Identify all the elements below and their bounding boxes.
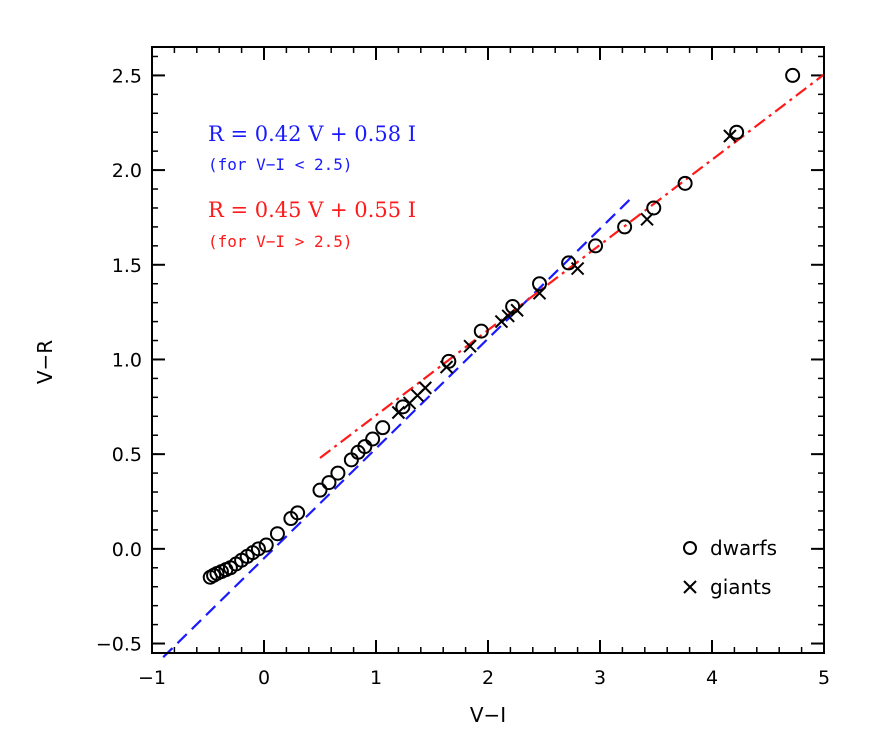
giant-point [510,303,524,317]
x-tick-label: 2 [482,667,494,689]
dwarf-point [505,298,521,314]
x-tick-label: 5 [818,667,830,689]
dwarf-point [785,67,801,83]
x-tick-label: 3 [594,667,606,689]
data-points [202,67,801,585]
fit-condition-blue-text: (for V−I < 2.5) [208,155,353,174]
tick-labels: −1 0 1 2 3 4 5 −0.5 0.0 0.5 1.0 1.5 2.0 2.5 [96,65,830,689]
x-axis-title: V−I [470,703,506,727]
legend: dwarfs giants [683,536,777,599]
dwarf-point [312,482,328,498]
y-tick-label: −0.5 [96,634,142,656]
x-tick-label: 4 [706,667,718,689]
dwarf-point [588,238,604,254]
dwarf-point [441,353,457,369]
y-tick-label: 2.5 [112,65,142,87]
dwarf-point [250,541,266,557]
dwarf-point [269,526,285,542]
fit-equation-blue-text: R = 0.42 V + 0.58 I [208,122,416,146]
dwarf-point [729,124,745,140]
giant-point [723,129,737,143]
dwarf-point [258,537,274,553]
dwarf-point [473,323,489,339]
dwarf-point [646,200,662,216]
plot-frame [151,46,825,654]
x-tick-label: 0 [258,667,270,689]
dwarf-point [677,175,693,191]
giant-point [501,309,515,323]
giant-point [391,405,406,420]
y-tick-label: 1.5 [112,255,142,277]
fit-condition-red-text: (for V−I > 2.5) [208,232,353,251]
y-tick-label: 0.5 [112,444,142,466]
y-tick-label: 0.0 [112,539,142,561]
giant-point [570,261,585,276]
y-tick-label: 1.0 [112,349,142,371]
dwarf-point [617,219,633,235]
dwarf-point [532,276,548,292]
fit-line-blue [162,195,635,658]
giant-point [532,286,547,300]
x-tick-label: −1 [138,667,166,689]
dwarf-point [395,399,411,415]
legend-label-giants: giants [710,575,771,599]
legend-cross-marker [683,580,697,594]
dwarf-point [321,475,337,491]
dwarf-point [290,505,306,521]
dwarf-point [357,439,373,455]
legend-circle-marker [683,541,697,555]
fit-equation-red: R = 0.45 V + 0.55 I (for V−I > 2.5) [208,198,416,251]
dwarf-point [561,255,577,271]
fit-equation-blue: R = 0.42 V + 0.58 I (for V−I < 2.5) [208,122,416,174]
fit-equation-red-text: R = 0.45 V + 0.55 I [208,198,416,222]
giant-point [640,212,654,227]
dwarf-point [365,431,381,447]
dwarf-point [330,465,346,481]
dwarf-point [375,420,391,436]
giant-point [463,339,477,353]
x-tick-label: 1 [370,667,382,689]
giant-point [418,381,432,395]
giant-point [439,360,454,374]
legend-label-dwarfs: dwarfs [710,536,777,560]
y-axis-title: V−R [33,340,57,384]
y-tick-label: 2.0 [112,160,142,182]
